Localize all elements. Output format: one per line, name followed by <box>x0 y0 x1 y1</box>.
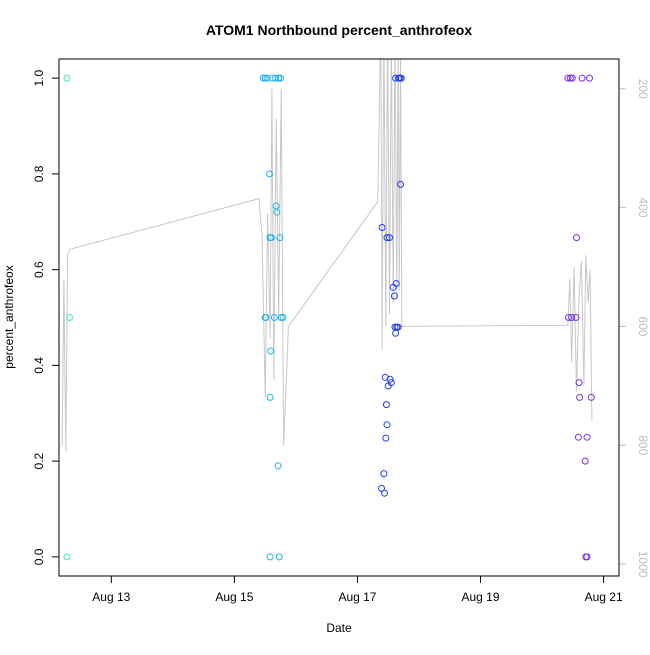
y-tick-label: 1.0 <box>32 69 46 86</box>
data-point <box>272 74 280 82</box>
data-point <box>390 292 398 300</box>
data-point <box>573 234 580 242</box>
data-point <box>275 553 283 561</box>
data-point <box>386 234 393 242</box>
secondary-line-layer <box>61 59 593 452</box>
data-point <box>63 74 71 82</box>
y-tick-label: 0.4 <box>32 357 46 374</box>
data-point <box>266 553 274 561</box>
y-tick-label: 0.0 <box>32 548 46 565</box>
x-tick-label: Aug 13 <box>92 590 130 604</box>
data-point <box>581 457 589 465</box>
x-tick-label: Aug 15 <box>215 590 253 604</box>
data-point <box>394 323 402 331</box>
data-point <box>276 234 284 242</box>
data-point <box>270 314 278 321</box>
right-tick-label: 800 <box>636 435 650 455</box>
y-tick-label: 0.6 <box>32 261 46 278</box>
data-point <box>568 74 576 82</box>
data-point <box>576 393 584 401</box>
data-point <box>382 401 390 409</box>
data-point <box>583 433 591 441</box>
data-point <box>565 314 572 321</box>
data-point <box>267 234 275 242</box>
right-tick-label: 200 <box>636 79 650 99</box>
x-tick-label: Aug 17 <box>338 590 376 604</box>
data-point <box>572 314 580 321</box>
data-point <box>397 180 404 188</box>
data-point <box>389 283 397 291</box>
data-point <box>384 382 392 390</box>
data-point <box>383 234 391 242</box>
data-point <box>274 462 282 470</box>
data-point <box>383 421 391 429</box>
y-tick-label: 0.8 <box>32 165 46 182</box>
data-point <box>380 470 388 478</box>
right-tick-label: 600 <box>636 316 650 336</box>
data-point <box>587 393 595 401</box>
points-layer <box>63 74 595 561</box>
data-point <box>266 170 273 178</box>
data-point <box>392 329 400 337</box>
y-axis-label: percent_anthrofeox <box>2 265 16 368</box>
data-point <box>279 314 287 321</box>
x-tick-label: Aug 21 <box>585 590 623 604</box>
y-tick-label: 0.2 <box>32 452 46 469</box>
data-point <box>66 314 73 321</box>
data-point <box>262 314 270 321</box>
axes-layer: Aug 13 Aug 15 Aug 17 Aug 19 Aug 21 0.0 0.2 0.4 0… <box>32 69 650 604</box>
data-point <box>564 74 572 82</box>
data-point <box>574 433 582 441</box>
data-point <box>578 74 586 82</box>
right-tick-label: 1000 <box>636 551 650 578</box>
data-point <box>267 347 275 355</box>
secondary-trace-line <box>61 59 593 452</box>
x-axis-label: Date <box>326 621 352 635</box>
data-point <box>583 553 591 561</box>
data-point <box>63 553 71 561</box>
chart-title: ATOM1 Northbound percent_anthrofeox <box>206 22 472 38</box>
x-tick-label: Aug 19 <box>462 590 500 604</box>
data-point <box>386 375 394 383</box>
data-point <box>568 314 576 321</box>
data-point <box>586 74 593 82</box>
right-tick-label: 400 <box>636 198 650 218</box>
data-point <box>382 434 390 442</box>
data-point <box>575 379 583 387</box>
data-point <box>397 74 405 82</box>
plot-frame <box>58 58 620 577</box>
data-point <box>277 74 284 82</box>
data-point <box>378 224 386 231</box>
data-point <box>259 74 267 82</box>
data-point <box>273 208 281 216</box>
data-point <box>381 489 388 497</box>
data-point <box>266 393 274 401</box>
